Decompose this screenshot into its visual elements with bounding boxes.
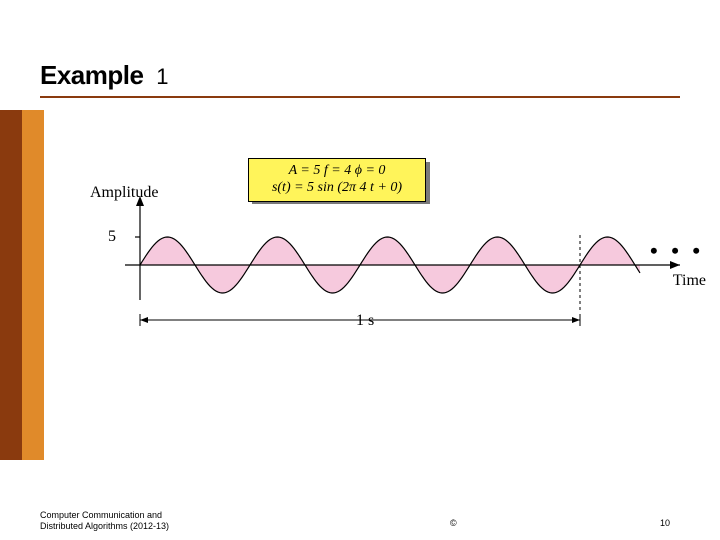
footer-page-number: 10	[660, 518, 670, 528]
footer-course: Computer Communication and Distributed A…	[40, 510, 200, 532]
wave-svg	[70, 190, 710, 360]
title-underline	[40, 96, 680, 98]
title-number: 1	[156, 64, 168, 89]
slide-title: Example 1	[40, 60, 168, 91]
footer-copyright: ©	[450, 518, 457, 528]
slide-content: Example 1 Amplitude 5 Time 1 s • • • A =…	[40, 0, 720, 540]
sine-figure: Amplitude 5 Time 1 s • • • A = 5 f = 4 ϕ…	[70, 190, 710, 360]
formula-line1: A = 5 f = 4 ϕ = 0	[257, 163, 417, 180]
sidebar-accent-brown	[0, 110, 22, 460]
title-word: Example	[40, 60, 143, 90]
